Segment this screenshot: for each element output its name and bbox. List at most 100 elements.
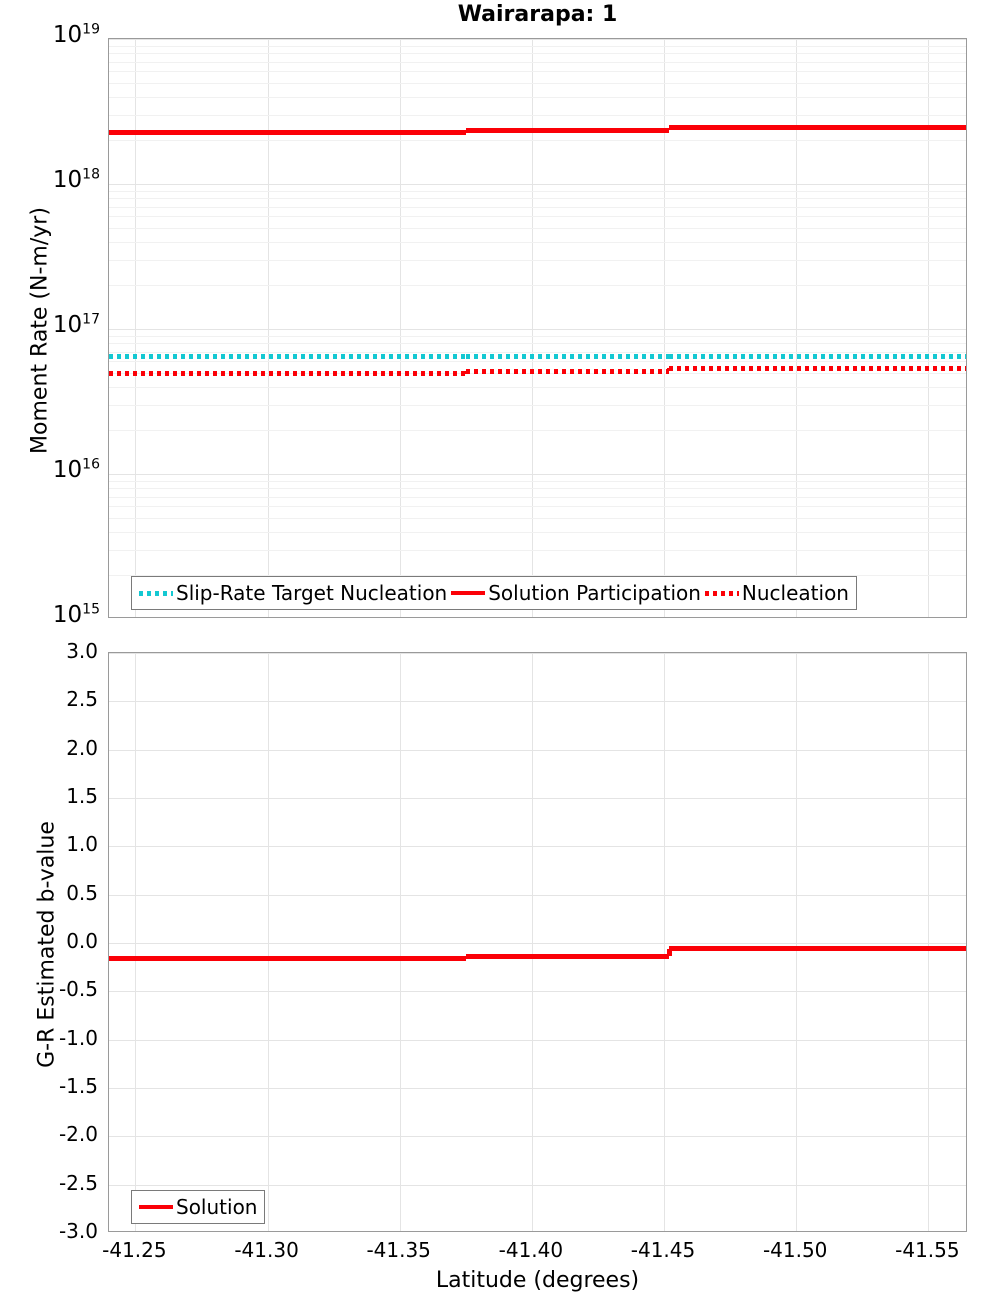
gridline-horizontal (109, 71, 966, 73)
xtick--41-40: -41.40 (498, 1238, 564, 1262)
data-line-segment (109, 955, 466, 961)
gridline-vertical (928, 39, 930, 617)
gridline-horizontal (109, 198, 966, 200)
data-line-segment (465, 953, 670, 959)
gridline-horizontal (109, 361, 966, 363)
gridline-horizontal (109, 39, 966, 40)
gridline-horizontal (109, 549, 966, 551)
ytick-bottom-1-0: 1.0 (66, 832, 98, 857)
data-line-segment (109, 353, 466, 359)
gridline-vertical (267, 653, 269, 1231)
legend-entry-solution: Solution (139, 1195, 257, 1219)
ytick-bottom--0-5: -0.5 (58, 977, 98, 1002)
gridline-horizontal (109, 61, 966, 63)
ytick-bottom-0-0: 0.0 (66, 929, 98, 953)
data-line-segment (109, 129, 466, 135)
xtick--41-35: -41.35 (366, 1238, 431, 1262)
y-axis-label-moment-rate: Moment Rate (N-m/yr) (27, 207, 53, 454)
gridline-vertical (399, 653, 401, 1231)
gridline-horizontal (109, 184, 966, 185)
ytick-bottom-0-5: 0.5 (66, 880, 98, 905)
ytick-bottom-1-5: 1.5 (66, 784, 98, 808)
page-title: Wairarapa: 1 (457, 2, 618, 27)
gridline-vertical (664, 39, 665, 617)
gridline-horizontal (109, 190, 966, 192)
legend-label: Solution Participation (488, 581, 701, 605)
gridline-horizontal (109, 285, 966, 287)
x-axis-label-latitude: Latitude (degrees) (435, 1268, 640, 1293)
gridline-horizontal (109, 991, 966, 993)
gridline-horizontal (109, 329, 966, 330)
ytick-bottom-2-0: 2.0 (66, 735, 98, 760)
data-line-segment (669, 353, 966, 359)
gridline-vertical (399, 39, 401, 617)
ytick-top-1e17: 1017 (52, 311, 100, 338)
gridline-horizontal (109, 701, 966, 703)
b-value-plot-area (108, 652, 967, 1232)
gridline-horizontal (109, 241, 966, 243)
gridline-horizontal (109, 343, 966, 345)
gridline-vertical (928, 653, 930, 1231)
data-line-segment (669, 365, 966, 371)
legend-label: Slip-Rate Target Nucleation (176, 581, 448, 605)
ytick-bottom--2-5: -2.5 (58, 1170, 98, 1195)
ytick-bottom--1-5: -1.5 (58, 1074, 98, 1098)
ytick-top-1e15: 1015 (52, 601, 100, 628)
gridline-horizontal (109, 404, 966, 406)
legend-entry-nucleation: Nucleation (704, 581, 849, 605)
gridline-horizontal (109, 575, 966, 577)
xtick--41-50: -41.50 (762, 1238, 828, 1262)
gridline-vertical (531, 653, 533, 1231)
data-line-segment (465, 353, 670, 359)
gridline-horizontal (109, 140, 966, 142)
gridline-horizontal (109, 227, 966, 229)
gridline-horizontal (109, 943, 966, 944)
data-line-segment (109, 371, 466, 377)
ytick-top-1e16: 1016 (52, 456, 100, 483)
gridline-vertical (796, 39, 798, 617)
line-swatch-cyan-dotted-icon (139, 590, 173, 596)
gridline-horizontal (109, 488, 966, 490)
data-line-segment (669, 125, 966, 131)
xtick--41-45: -41.45 (630, 1238, 696, 1262)
gridline-vertical (135, 39, 137, 617)
legend-label: Nucleation (741, 581, 849, 605)
gridline-horizontal (109, 45, 966, 47)
line-swatch-red-solid-icon (451, 591, 486, 595)
xtick--41-30: -41.30 (234, 1238, 299, 1262)
gridline-horizontal (109, 1136, 966, 1138)
line-swatch-red-dotted-icon (704, 590, 739, 596)
gridline-horizontal (109, 506, 966, 508)
ytick-bottom--1-0: -1.0 (58, 1025, 98, 1050)
gridline-horizontal (109, 1039, 966, 1041)
gridline-vertical (267, 39, 269, 617)
legend-label: Solution (176, 1195, 258, 1219)
gridline-horizontal (109, 82, 966, 84)
legend-entry-solution-participation: Solution Participation (451, 581, 701, 605)
xtick--41-55: -41.55 (895, 1238, 960, 1262)
xtick--41-25: -41.25 (102, 1238, 167, 1262)
data-line-segment (669, 946, 966, 952)
ytick-top-1e18: 1018 (52, 166, 100, 193)
legend-b-value: Solution (131, 1190, 266, 1224)
gridline-horizontal (109, 430, 966, 432)
gridline-horizontal (109, 474, 966, 475)
data-line-connector (666, 948, 672, 956)
gridline-horizontal (109, 1088, 966, 1089)
legend-moment-rate: Slip-Rate Target Nucleation Solution Par… (131, 576, 857, 610)
gridline-horizontal (109, 335, 966, 337)
gridline-horizontal (109, 351, 966, 353)
data-line-segment (465, 368, 670, 374)
gridline-horizontal (109, 114, 966, 116)
ytick-bottom--2-0: -2.0 (58, 1122, 98, 1147)
gridline-horizontal (109, 206, 966, 208)
gridline-vertical (135, 653, 137, 1231)
gridline-vertical (664, 653, 665, 1231)
gridline-horizontal (109, 1184, 966, 1186)
moment-rate-plot-area (108, 38, 967, 618)
gridline-vertical (531, 39, 533, 617)
gridline-horizontal (109, 216, 966, 218)
gridline-horizontal (109, 517, 966, 519)
gridline-horizontal (109, 846, 966, 848)
